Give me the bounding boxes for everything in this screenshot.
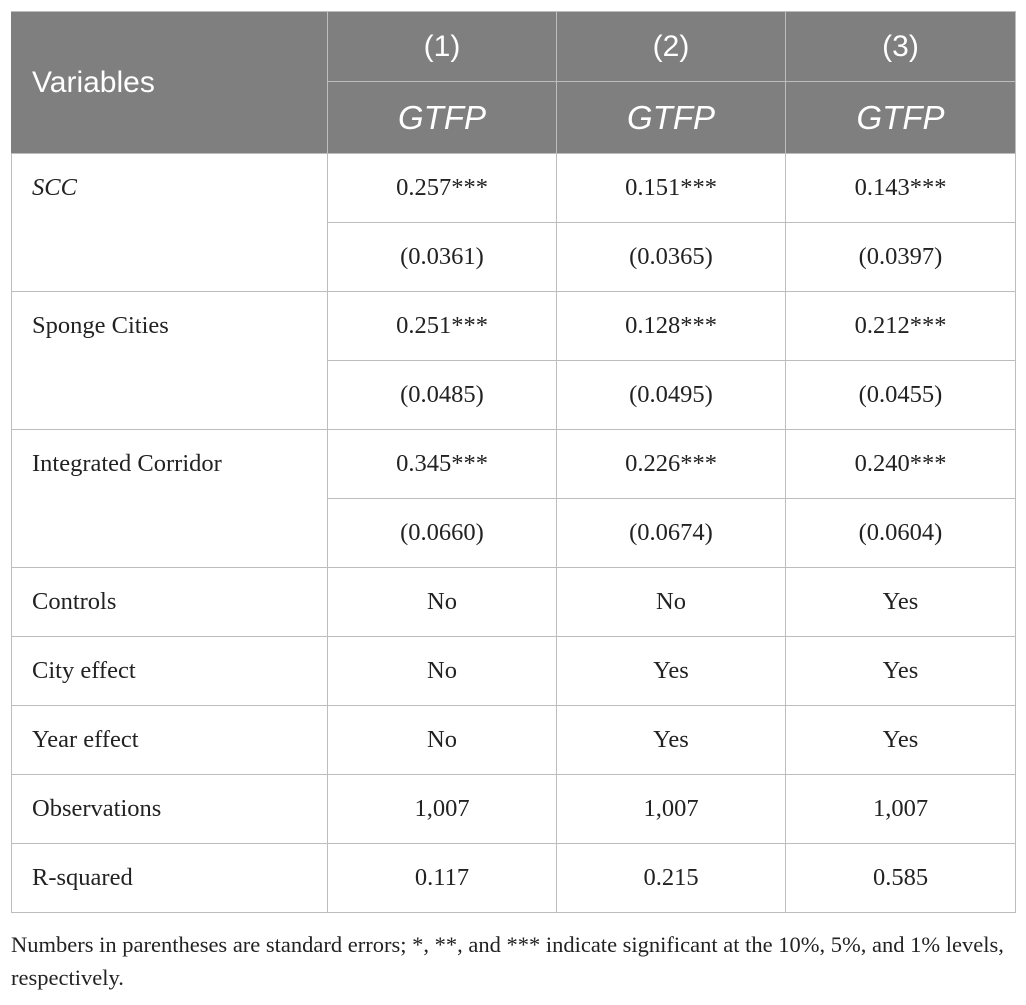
header-row-dependent: GTFP GTFP GTFP [12, 81, 1016, 154]
regression-table-container: Variables (1) (2) (3) GTFP GTFP GTFP SCC… [11, 11, 1016, 913]
table-row-scc-coef: SCC 0.257*** 0.151*** 0.143*** [11, 153, 1016, 292]
table-row-r-squared: R-squared 0.117 0.215 0.585 [11, 843, 1016, 913]
se-cell: (0.0455) [785, 360, 1016, 430]
coef-cell: 0.151*** [556, 153, 786, 223]
table-row-city-effect: City effect No Yes Yes [11, 636, 1016, 706]
coef-cell: 0.257*** [327, 153, 557, 223]
stat-cell: 0.215 [556, 843, 786, 913]
column-number-3: (3) [785, 11, 1016, 82]
se-cell: (0.0485) [327, 360, 557, 430]
variables-header: Variables [11, 11, 328, 154]
table-row-observations: Observations 1,007 1,007 1,007 [11, 774, 1016, 844]
table-footnote: Numbers in parentheses are standard erro… [11, 932, 1004, 990]
table-row-corridor-coef: Integrated Corridor 0.345*** 0.226*** 0.… [11, 429, 1016, 568]
stat-cell: Yes [556, 705, 786, 775]
row-label-integrated-corridor: Integrated Corridor [11, 429, 328, 568]
table-row-controls: Controls No No Yes [11, 567, 1016, 637]
stat-cell: Yes [785, 636, 1016, 706]
regression-table: Variables (1) (2) (3) GTFP GTFP GTFP SCC… [11, 11, 1016, 913]
stat-cell: No [327, 705, 557, 775]
se-cell: (0.0674) [556, 498, 786, 568]
dependent-variable-2: GTFP [556, 81, 786, 154]
stat-cell: Yes [556, 636, 786, 706]
header-row-numbers: Variables (1) (2) (3) [11, 11, 1016, 154]
table-row-year-effect: Year effect No Yes Yes [11, 705, 1016, 775]
dependent-variable-3: GTFP [785, 81, 1016, 154]
row-label-scc: SCC [11, 153, 328, 292]
table-row-sponge-se: (0.0485) (0.0495) (0.0455) [12, 360, 1016, 430]
coef-cell: 0.212*** [785, 291, 1016, 361]
stat-cell: 0.117 [327, 843, 557, 913]
stat-cell: 1,007 [556, 774, 786, 844]
dependent-variable-1: GTFP [327, 81, 557, 154]
stat-cell: Yes [785, 705, 1016, 775]
row-label-observations: Observations [11, 774, 328, 844]
stat-cell: 0.585 [785, 843, 1016, 913]
coef-cell: 0.251*** [327, 291, 557, 361]
coef-cell: 0.143*** [785, 153, 1016, 223]
se-cell: (0.0397) [785, 222, 1016, 292]
se-cell: (0.0660) [327, 498, 557, 568]
row-label-city-effect: City effect [11, 636, 328, 706]
coef-cell: 0.226*** [556, 429, 786, 499]
table-row-corridor-se: (0.0660) (0.0674) (0.0604) [12, 498, 1016, 568]
row-label-r-squared: R-squared [11, 843, 328, 913]
se-cell: (0.0495) [556, 360, 786, 430]
se-cell: (0.0361) [327, 222, 557, 292]
stat-cell: No [556, 567, 786, 637]
column-number-2: (2) [556, 11, 786, 82]
table-row-scc-se: (0.0361) (0.0365) (0.0397) [12, 222, 1016, 292]
stat-cell: No [327, 567, 557, 637]
coef-cell: 0.240*** [785, 429, 1016, 499]
stat-cell: No [327, 636, 557, 706]
stat-cell: 1,007 [327, 774, 557, 844]
se-cell: (0.0604) [785, 498, 1016, 568]
stat-cell: 1,007 [785, 774, 1016, 844]
row-label-controls: Controls [11, 567, 328, 637]
coef-cell: 0.128*** [556, 291, 786, 361]
se-cell: (0.0365) [556, 222, 786, 292]
coef-cell: 0.345*** [327, 429, 557, 499]
table-row-sponge-coef: Sponge Cities 0.251*** 0.128*** 0.212*** [11, 291, 1016, 430]
row-label-year-effect: Year effect [11, 705, 328, 775]
column-number-1: (1) [327, 11, 557, 82]
row-label-sponge-cities: Sponge Cities [11, 291, 328, 430]
stat-cell: Yes [785, 567, 1016, 637]
